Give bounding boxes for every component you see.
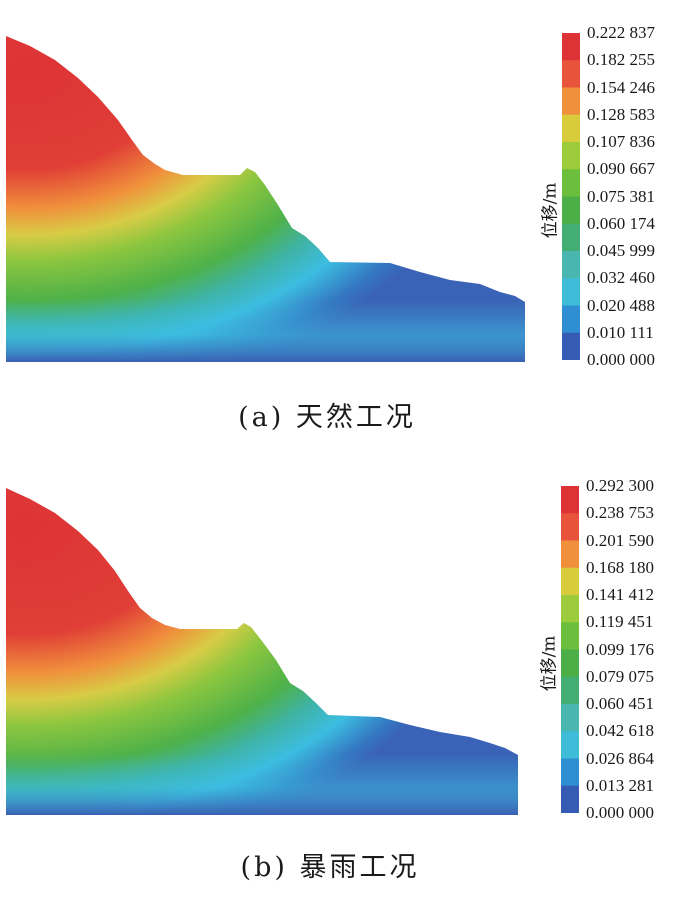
legend-band — [561, 649, 579, 678]
legend-tick-label: 0.045 999 — [587, 241, 655, 260]
legend-band — [562, 332, 580, 360]
displacement-contour-plot-natural — [0, 36, 540, 380]
legend-tick-label: 0.079 075 — [586, 666, 654, 686]
slope-profile-natural — [6, 36, 525, 362]
legend-tick-label: 0.060 174 — [587, 213, 655, 233]
legend-tick-label: 0.075 381 — [587, 186, 655, 206]
legend-band — [561, 567, 579, 596]
caption-rainstorm: (b) 暴雨工况 — [240, 852, 420, 883]
legend-band — [562, 33, 580, 61]
legend-tick-label: 0.168 180 — [586, 557, 654, 577]
legend-band — [561, 513, 579, 541]
legend-band — [562, 278, 580, 306]
legend-tick-label: 0.141 412 — [586, 585, 654, 604]
legend-tick-label: 0.222 837 — [587, 23, 655, 42]
legend-tick-label: 0.000 000 — [587, 350, 655, 369]
legend-tick-label: 0.000 000 — [586, 803, 654, 822]
legend-tick-label: 0.060 451 — [586, 694, 654, 713]
legend-tick-label: 0.020 488 — [587, 295, 655, 315]
legend-band — [562, 142, 580, 170]
legend-tick-label: 0.026 864 — [586, 748, 654, 768]
panel-natural-condition: 0.222 837 0.182 255 0.154 246 0.128 583 0.10… — [0, 0, 680, 450]
slope-profile-rainstorm — [6, 488, 518, 815]
legend-band — [562, 87, 580, 116]
legend-band — [561, 676, 579, 705]
legend-tick-label: 0.042 618 — [586, 721, 654, 741]
legend-tick-label: 0.128 583 — [587, 104, 655, 124]
legend-tick-label: 0.119 451 — [586, 612, 654, 632]
legend-band — [562, 305, 580, 334]
legend-band — [561, 622, 579, 650]
legend-tick-label: 0.013 281 — [586, 775, 654, 795]
legend-band — [562, 60, 580, 88]
bottom-fade-natural — [6, 300, 525, 362]
displacement-contour-plot-rainstorm — [0, 488, 540, 833]
legend-band — [561, 731, 579, 759]
legend-band — [561, 486, 579, 514]
legend-tick-label: 0.107 836 — [587, 132, 655, 151]
legend-tick-label: 0.154 246 — [587, 77, 655, 97]
legend-band — [562, 196, 580, 225]
legend-tick-label: 0.090 667 — [587, 159, 655, 179]
legend-tick-label: 0.201 590 — [586, 530, 654, 550]
legend-band — [562, 223, 580, 252]
legend-colorbar-natural — [562, 33, 580, 360]
legend-tick-label: 0.032 460 — [587, 268, 655, 288]
bottom-fade-rainstorm — [6, 753, 518, 815]
legend-band — [561, 540, 579, 569]
legend-tick-label: 0.238 753 — [586, 503, 654, 523]
legend-title: 位移/m — [539, 635, 560, 692]
legend-colorbar-rainstorm — [561, 486, 579, 813]
legend-band — [562, 114, 580, 143]
legend-band — [561, 704, 579, 732]
panel-rainstorm-condition: 0.292 300 0.238 753 0.201 590 0.168 180 0.14… — [0, 453, 680, 906]
legend-title: 位移/m — [540, 182, 561, 239]
legend-band — [562, 251, 580, 279]
legend-band — [561, 785, 579, 813]
legend-band — [561, 758, 579, 787]
legend-band — [561, 595, 579, 623]
legend-tick-label: 0.292 300 — [586, 476, 654, 495]
legend-tick-label: 0.010 111 — [587, 322, 654, 342]
legend-band — [562, 169, 580, 197]
legend-tick-label: 0.099 176 — [586, 639, 654, 659]
caption-natural: (a) 天然工况 — [238, 402, 416, 433]
legend-tick-label: 0.182 255 — [587, 50, 655, 70]
